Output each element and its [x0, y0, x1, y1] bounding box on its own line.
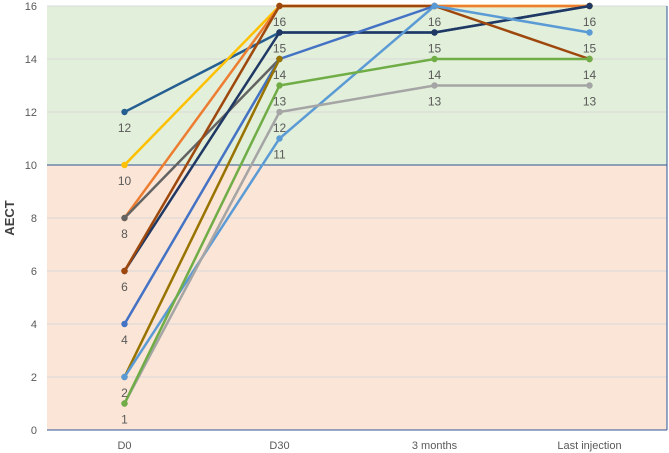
data-label: 10: [118, 174, 132, 188]
data-point: [586, 55, 593, 63]
x-tick-label: D30: [269, 440, 289, 452]
data-label: 12: [273, 121, 287, 135]
data-label: 4: [121, 333, 128, 347]
y-tick-label: 4: [31, 319, 37, 331]
y-tick-label: 16: [25, 1, 37, 13]
data-label: 14: [428, 68, 442, 82]
data-point: [276, 135, 283, 142]
data-label: 16: [273, 15, 287, 29]
band-1: [47, 165, 667, 430]
data-point: [431, 82, 438, 89]
data-point: [586, 82, 593, 89]
y-tick-label: 10: [25, 160, 37, 172]
data-point: [431, 2, 438, 10]
x-tick-label: D0: [117, 440, 131, 452]
x-tick-label: 3 months: [412, 440, 458, 452]
data-point: [276, 55, 283, 63]
y-tick-label: 6: [31, 266, 37, 278]
data-point: [276, 29, 283, 36]
data-label: 13: [583, 95, 597, 109]
data-point: [586, 29, 593, 36]
series-line-9: [123, 84, 590, 405]
data-point: [276, 2, 283, 10]
y-tick-label: 2: [31, 372, 37, 384]
y-tick-label: 14: [25, 54, 37, 66]
data-label: 6: [121, 280, 128, 294]
data-label: 15: [273, 42, 287, 56]
data-point: [586, 2, 593, 10]
y-axis-label: AECT: [2, 200, 17, 235]
series-line-7: [123, 58, 281, 378]
data-label: 12: [118, 121, 132, 135]
y-tick-label: 12: [25, 107, 37, 119]
data-point: [121, 320, 128, 328]
x-tick-label: Last injection: [557, 440, 621, 452]
data-label: 1: [121, 413, 128, 427]
data-label: 16: [428, 15, 442, 29]
data-point: [431, 55, 438, 63]
data-point: [121, 373, 128, 381]
data-label: 2: [121, 386, 128, 400]
data-point: [121, 214, 128, 222]
data-point: [276, 108, 283, 116]
data-point: [121, 267, 128, 275]
data-point: [121, 108, 128, 116]
data-label: 11: [273, 148, 286, 162]
data-point: [121, 400, 128, 407]
data-point: [276, 82, 283, 89]
data-point: [431, 29, 438, 36]
data-label: 13: [428, 95, 442, 109]
data-label: 14: [583, 68, 597, 82]
data-label: 8: [121, 227, 128, 241]
data-label: 13: [273, 95, 287, 109]
data-label: 15: [583, 42, 597, 56]
series-line-5: [123, 4, 590, 272]
y-tick-label: 8: [31, 213, 37, 225]
data-label: 15: [428, 42, 442, 56]
data-label: 16: [583, 15, 597, 29]
data-label: 14: [273, 68, 287, 82]
y-tick-label: 0: [31, 425, 37, 437]
series-line-10: [123, 57, 590, 405]
data-point: [121, 161, 128, 169]
